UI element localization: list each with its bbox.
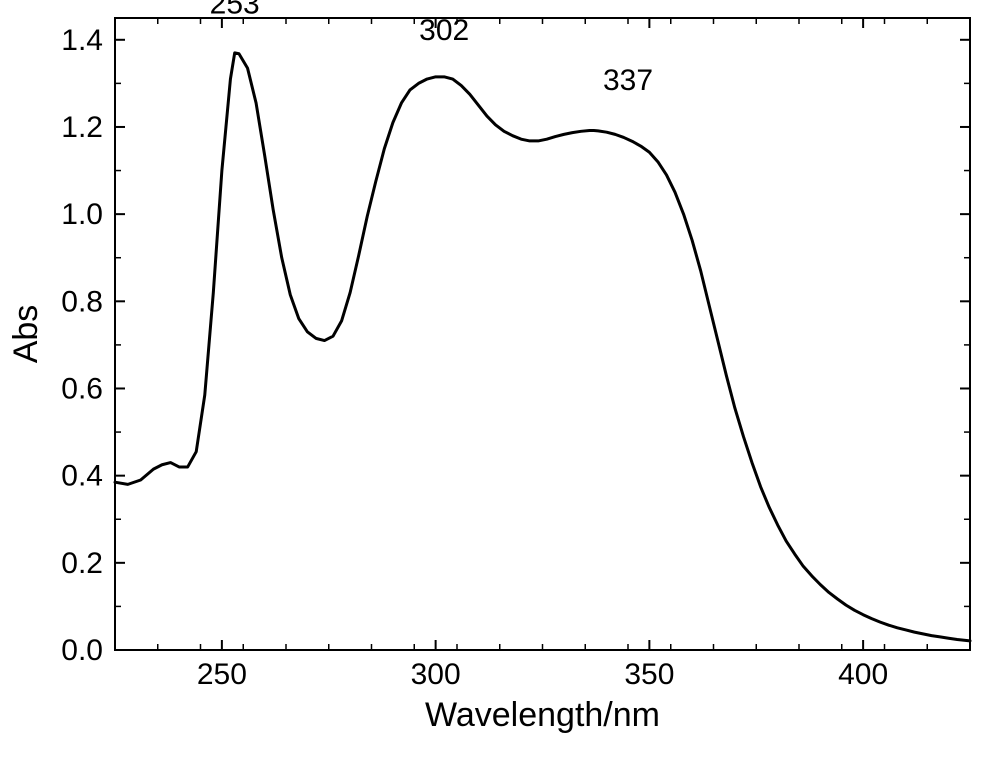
y-tick-label: 0.4 [61,460,103,493]
y-tick-label: 0.2 [61,547,103,580]
chart-canvas: 250 300 350 400 0.0 0.2 0.4 0.6 0.8 1.0 1.2 1.4 Wave… [0,0,997,758]
peak-label: 337 [603,64,653,97]
x-tick-label: 350 [624,658,674,691]
plot-frame [115,18,970,650]
peak-label: 253 [210,0,260,21]
spectrum-line [115,53,970,641]
y-tick-label: 0.0 [61,634,103,667]
x-tick-label: 300 [411,658,461,691]
y-tick-label: 1.2 [61,111,103,144]
peak-label: 302 [419,14,469,47]
spectrum-chart: 250 300 350 400 0.0 0.2 0.4 0.6 0.8 1.0 1.2 1.4 Wave… [0,0,997,758]
y-axis-label: Abs [7,305,45,364]
y-tick-label: 1.4 [61,24,103,57]
y-tick-label: 0.6 [61,372,103,405]
y-tick-label: 1.0 [61,198,103,231]
x-tick-label: 400 [838,658,888,691]
y-tick-label: 0.8 [61,285,103,318]
x-axis-label: Wavelength/nm [425,696,660,734]
x-tick-label: 250 [197,658,247,691]
